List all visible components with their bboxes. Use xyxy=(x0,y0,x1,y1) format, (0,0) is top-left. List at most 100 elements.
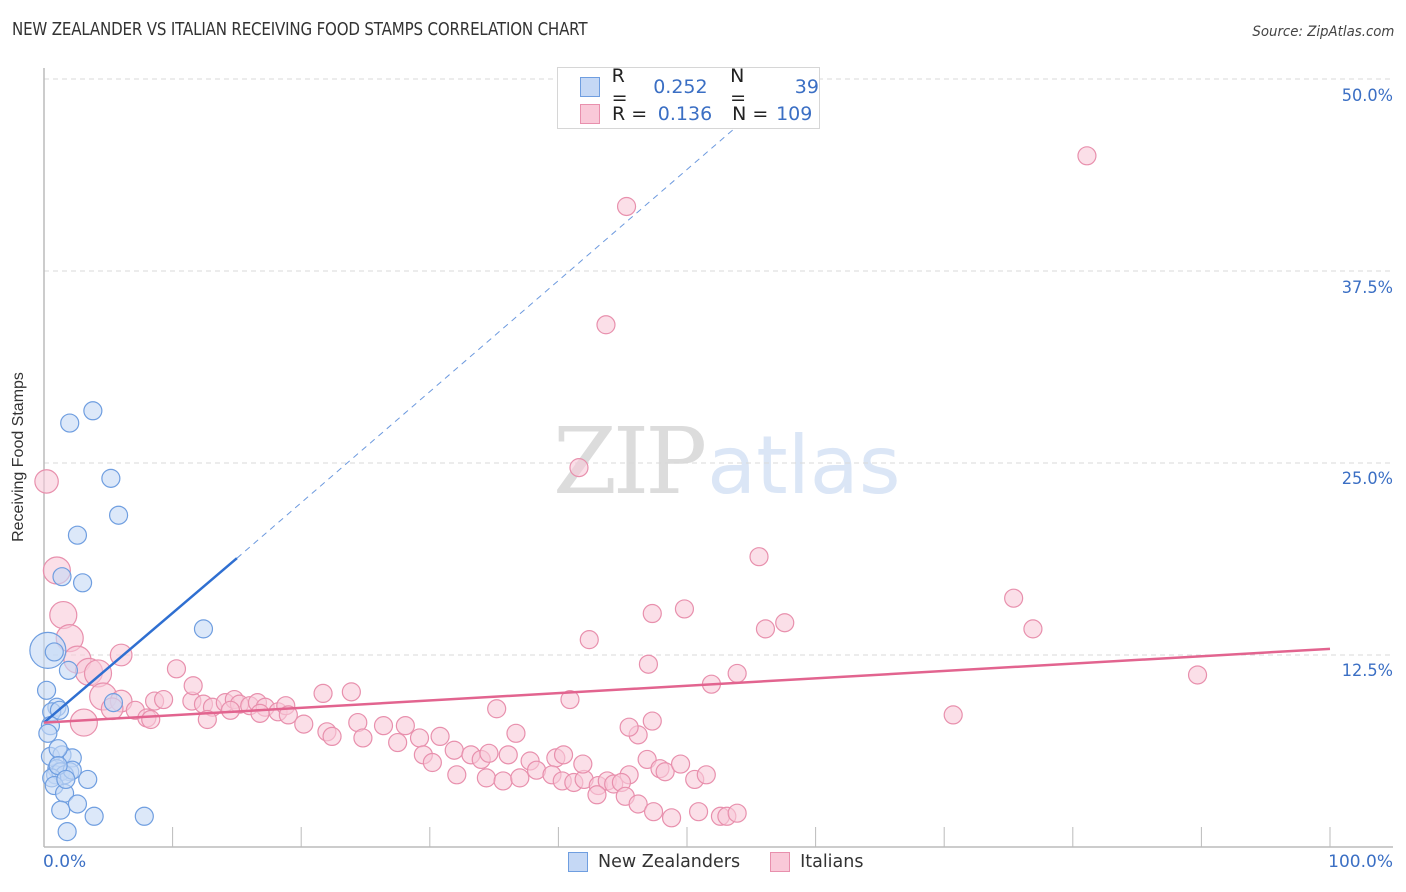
italians-point xyxy=(1187,665,1208,685)
axes xyxy=(43,68,1393,848)
italians-trend-line xyxy=(43,647,1331,724)
italians-point xyxy=(479,743,499,763)
italians-point xyxy=(313,683,333,704)
source-label: Source: ZipAtlas.com xyxy=(1251,24,1394,40)
italians-point xyxy=(83,659,113,688)
italians-point xyxy=(353,728,373,748)
r-label: R = xyxy=(612,103,648,125)
italians-point xyxy=(322,726,342,747)
new-zealanders-point xyxy=(56,769,76,790)
pink-swatch-icon xyxy=(580,104,600,124)
italians-point xyxy=(560,689,580,710)
legend-item-new-zealanders[interactable]: New Zealanders xyxy=(568,852,740,872)
italians-point xyxy=(643,802,664,822)
italians-point xyxy=(493,771,513,791)
legend-label: New Zealanders xyxy=(598,852,741,872)
trend-lines xyxy=(43,124,1331,724)
italians-point xyxy=(444,740,464,760)
italians-point xyxy=(655,762,675,782)
italians-point xyxy=(569,458,589,478)
italians-point xyxy=(34,469,59,494)
n-value-new-zealanders: 39 xyxy=(794,76,819,98)
new-zealanders-point xyxy=(108,505,129,525)
new-zealanders-point xyxy=(72,573,93,593)
correlation-legend: R = 0.252 N = 39 R = 0.136 N = 109 xyxy=(557,65,820,129)
y-axis-label: Receiving Food Stamps xyxy=(10,372,27,542)
italians-point xyxy=(628,794,648,814)
n-label: N = xyxy=(732,103,769,125)
n-value-italians: 109 xyxy=(776,103,813,125)
new-zealanders-point xyxy=(52,567,72,587)
italians-point xyxy=(670,754,691,774)
italians-point xyxy=(638,654,659,674)
new-zealanders-point xyxy=(84,806,104,826)
italians-point xyxy=(1004,588,1024,608)
italians-point xyxy=(1077,146,1097,166)
italians-point xyxy=(506,723,526,743)
new-zealanders-point xyxy=(193,619,214,639)
x-tick-100: 100.0% xyxy=(1328,852,1393,872)
italians-point xyxy=(183,676,203,696)
italians-point xyxy=(688,802,709,822)
italians-point xyxy=(197,709,217,730)
italians-point xyxy=(422,752,442,773)
r-value-new-zealanders: 0.252 xyxy=(653,76,708,98)
italians-point xyxy=(409,728,430,748)
new-zealanders-points xyxy=(29,401,214,842)
new-zealanders-point xyxy=(103,693,124,713)
italians-point xyxy=(696,765,716,785)
italians-point xyxy=(476,768,496,788)
y-tick-12-5: 12.5% xyxy=(1341,661,1393,681)
italians-point xyxy=(596,315,616,335)
new-zealanders-point xyxy=(101,468,121,488)
italians-point xyxy=(616,196,637,217)
italians-point xyxy=(498,745,518,765)
new-zealanders-point xyxy=(51,800,71,820)
italians-point xyxy=(749,547,769,567)
new-zealanders-point xyxy=(67,794,88,814)
n-label: N = xyxy=(730,65,747,109)
new-zealanders-point xyxy=(48,739,68,759)
italians-point xyxy=(373,716,394,736)
italians-point xyxy=(341,682,361,702)
new-zealanders-point xyxy=(67,525,88,545)
y-tick-37-5: 37.5% xyxy=(1341,278,1393,298)
new-zealanders-point xyxy=(57,822,77,842)
y-tick-25: 25.0% xyxy=(1341,469,1393,489)
new-zealanders-trend-line xyxy=(43,557,238,724)
italians-point xyxy=(388,732,408,753)
italians-point xyxy=(447,765,467,785)
legend-row-italians: R = 0.136 N = 109 xyxy=(580,102,812,126)
r-label: R = xyxy=(611,65,628,109)
italians-point xyxy=(642,603,662,624)
italians-point xyxy=(579,630,599,650)
italians-point xyxy=(661,808,682,828)
italians-point xyxy=(619,717,639,737)
italians-point xyxy=(1023,619,1043,639)
new-zealanders-point xyxy=(36,680,57,700)
italians-point xyxy=(510,768,530,788)
series-legend: New Zealanders Italians xyxy=(568,852,893,872)
italians-point xyxy=(775,613,795,633)
legend-item-italians[interactable]: Italians xyxy=(770,852,863,872)
italians-point xyxy=(674,599,695,619)
italians-point xyxy=(755,619,776,639)
legend-label: Italians xyxy=(800,852,864,872)
new-zealanders-point xyxy=(83,401,103,421)
chart-title: NEW ZEALANDER VS ITALIAN RECEIVING FOOD … xyxy=(12,20,588,40)
italians-point xyxy=(141,709,161,730)
legend-row-new-zealanders: R = 0.252 N = 39 xyxy=(580,65,819,109)
x-tick-0: 0.0% xyxy=(43,852,87,872)
italians-point xyxy=(278,705,298,725)
italians-points xyxy=(34,146,1208,828)
blue-swatch-icon xyxy=(568,852,588,872)
new-zealanders-point xyxy=(44,642,64,662)
gridlines xyxy=(44,78,1392,656)
new-zealanders-point xyxy=(60,413,80,433)
new-zealanders-point xyxy=(58,660,79,680)
italians-point xyxy=(69,708,98,737)
italians-point xyxy=(727,803,747,823)
italians-point xyxy=(395,716,415,736)
italians-point xyxy=(153,689,174,710)
